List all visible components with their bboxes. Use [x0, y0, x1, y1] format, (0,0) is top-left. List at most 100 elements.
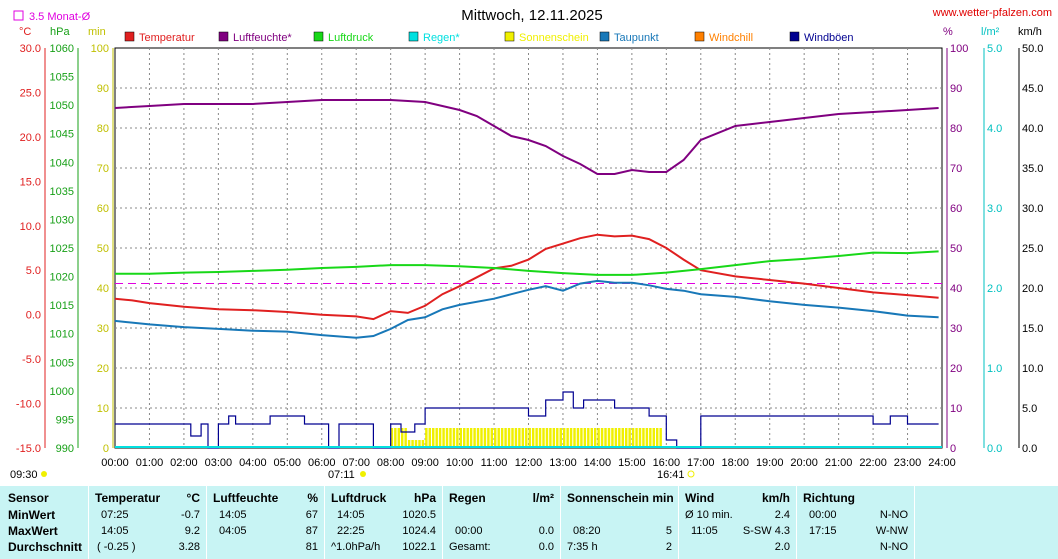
axis-tick-temperature: 30.0: [20, 43, 41, 55]
sunshine-bar: [438, 428, 442, 448]
temp-max-time: 14:05: [101, 525, 129, 537]
sun-max-time: 08:20: [573, 525, 601, 537]
axis-tick-wind: 30.0: [1022, 203, 1043, 215]
axis-tick-pressure: 990: [56, 443, 74, 455]
press-min-value: 1020.5: [402, 509, 436, 521]
sunshine-bar: [469, 428, 473, 448]
press-avg-value: 1022.1: [402, 541, 436, 553]
sunshine-bar: [573, 428, 576, 448]
axis-tick-wind: 45.0: [1022, 83, 1043, 95]
average-legend-label: 3.5 Monat-Ø: [29, 11, 91, 23]
sunshine-bar: [566, 428, 569, 448]
axis-tick-humidity: 100: [950, 43, 968, 55]
sunshine-bar: [397, 428, 401, 448]
axis-tick-pressure: 1060: [50, 43, 74, 55]
gusts-line: [115, 391, 939, 449]
rain-max-time: 00:00: [455, 525, 483, 537]
sunshine-bar: [449, 428, 452, 448]
x-axis-tick: 23:00: [894, 457, 922, 469]
sunshine-bar: [494, 428, 497, 448]
weather-chart: 30.0 25.0 20.0 15.0 10.0 5.0 0.0 -5.0 -10.0 -15.0…: [10, 7, 1052, 481]
x-axis-tick: 01:00: [136, 457, 164, 469]
dir-min-time: 00:00: [809, 509, 837, 521]
x-axis-tick: 15:00: [618, 457, 646, 469]
dir-max-value: W-NW: [875, 525, 908, 537]
sunshine-bar: [401, 428, 404, 448]
sunshine-bar: [459, 428, 463, 448]
hum-min-time: 14:05: [219, 509, 247, 521]
sunshine-bar: [587, 428, 590, 448]
x-axis-tick: 14:00: [584, 457, 612, 469]
col-sunshine: Sonnenschein min 08:20 5 7:35 h 2: [561, 486, 678, 559]
temp-min-value: -0.7: [181, 509, 200, 521]
axis-tick-pressure: 1055: [50, 72, 74, 84]
sunshine-bar: [593, 428, 597, 448]
axis-tick-temperature: 0.0: [26, 310, 41, 322]
x-axis-tick: 03:00: [205, 457, 233, 469]
col-empty: [915, 486, 1058, 559]
axis-tick-temperature: 5.0: [26, 265, 41, 277]
sunshine-bar: [528, 428, 531, 448]
sunshine-bar: [600, 428, 604, 448]
sunshine-bar: [483, 428, 487, 448]
axis-tick-temperature: -15.0: [16, 443, 41, 455]
x-axis-tick: 05:00: [274, 457, 302, 469]
sunshine-bar: [535, 428, 538, 448]
axis-tick-sunshine: 20: [97, 363, 109, 375]
axis-tick-wind: 10.0: [1022, 363, 1043, 375]
axis-tick-sunshine: 0: [103, 443, 109, 455]
sunrise-icon: [360, 471, 366, 477]
axis-tick-pressure: 1045: [50, 129, 74, 141]
wind-max-value: S-SW 4.3: [742, 525, 790, 537]
legend-label: Luftdruck: [328, 32, 374, 44]
legend-swatch: [313, 31, 324, 42]
axis-tick-rain: 0.0: [987, 443, 1002, 455]
sunshine-bar: [562, 428, 566, 448]
header-wind-unit: km/h: [761, 491, 790, 505]
average-legend-box: [13, 10, 24, 21]
sunshine-bar: [487, 428, 490, 448]
axis-tick-humidity: 60: [950, 203, 962, 215]
sunshine-bar: [645, 428, 649, 448]
sunshine-bar: [649, 428, 652, 448]
header-wind: Wind: [685, 491, 715, 505]
header-rain-unit: l/m²: [532, 491, 554, 505]
axis-tick-pressure: 1025: [50, 243, 74, 255]
site-link[interactable]: www.wetter-pfalzen.com: [932, 7, 1052, 19]
legend-swatch: [789, 31, 800, 42]
temp-max-value: 9.2: [184, 525, 200, 537]
pressure-line: [115, 250, 939, 276]
axis-tick-humidity: 40: [950, 283, 962, 295]
col-sensor: Sensor MinWert MaxWert Durchschnitt: [0, 486, 88, 559]
axis-tick-temperature: 10.0: [20, 221, 41, 233]
sunset-label: 16:41: [657, 469, 685, 481]
sunshine-bar: [511, 428, 514, 448]
legend-label: Windböen: [804, 32, 854, 44]
sunshine-bar: [549, 428, 552, 448]
sunshine-bar: [497, 428, 500, 448]
sunshine-bar: [580, 428, 583, 448]
legend-label: Regen*: [423, 32, 460, 44]
axis-tick-wind: 50.0: [1022, 43, 1043, 55]
wind-avg-value: 2.0: [774, 541, 790, 553]
axis-tick-temperature: -10.0: [16, 399, 41, 411]
x-axis-tick: 11:00: [481, 457, 508, 469]
unit-pressure: hPa: [50, 26, 70, 38]
sunshine-bar: [635, 428, 638, 448]
sunshine-bar: [631, 428, 635, 448]
unit-rain: l/m²: [981, 26, 1000, 38]
axis-tick-wind: 0.0: [1022, 443, 1037, 455]
axis-tick-pressure: 1005: [50, 357, 74, 369]
axis-tick-temperature: -5.0: [22, 354, 41, 366]
col-direction: Richtung 00:00 N-NO 17:15 W-NW N-NO: [797, 486, 914, 559]
axis-tick-rain: 5.0: [987, 43, 1002, 55]
sunshine-bar: [538, 428, 542, 448]
sunshine-bar: [590, 428, 593, 448]
temp-avg-value: 3.28: [178, 541, 200, 553]
axis-tick-pressure: 1030: [50, 214, 74, 226]
sunshine-bar: [466, 428, 469, 448]
col-rain: Regen l/m² 00:00 0.0 Gesamt: 0.0: [443, 486, 560, 559]
axis-tick-temperature: 20.0: [20, 132, 41, 144]
grid: [114, 47, 943, 449]
axis-tick-pressure: 1010: [50, 329, 74, 341]
